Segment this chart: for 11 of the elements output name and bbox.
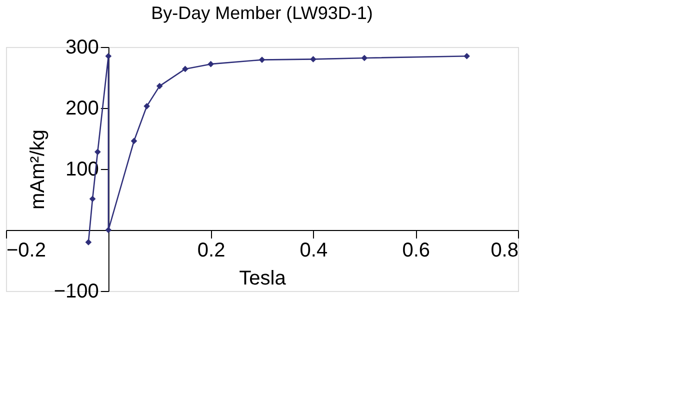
y-tick-label: 300 [66, 36, 99, 58]
y-tick-label: 200 [66, 98, 99, 120]
x-tick-label: 0.6 [402, 240, 430, 262]
x-tick-label: 0.2 [197, 240, 226, 262]
x-tick-label: 0.8 [490, 240, 518, 262]
x-axis-title: Tesla [239, 268, 287, 290]
y-tick-label: −100 [54, 280, 99, 302]
x-tick-label: 0.4 [300, 240, 328, 262]
x-tick-label: −0.2 [6, 240, 46, 262]
chart-title: By-Day Member (LW93D-1) [151, 3, 373, 23]
y-axis-title: mAm²/kg [26, 130, 49, 210]
